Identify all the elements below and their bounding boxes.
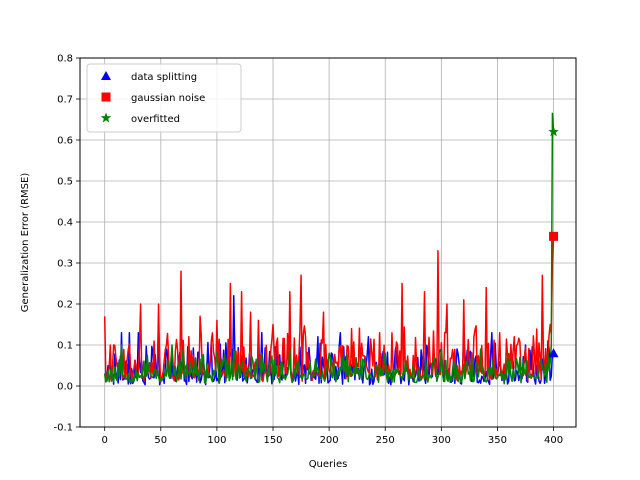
legend-entry-1: gaussian noise [131,93,205,104]
x-tick-label: 100 [207,435,226,446]
x-tick-label: 50 [154,435,167,446]
y-tick-label: 0.8 [57,54,73,65]
x-tick-label: 350 [488,435,507,446]
x-tick-label: 200 [320,435,339,446]
legend: data splitting gaussian noise overfitted [86,63,242,133]
legend-marker-2 [100,112,112,123]
legend-marker-1 [101,92,111,102]
y-tick-label: 0.0 [57,382,73,393]
series-layer [103,112,559,386]
x-tick-label: 150 [263,435,282,446]
series-line-2 [103,112,555,385]
y-tick-label: 0.1 [57,341,73,352]
series-end-marker-2 [548,126,559,137]
x-tick-label: 300 [432,435,451,446]
y-tick-label: 0.4 [57,218,73,229]
grid-lines [80,57,576,428]
y-tick-label: 0.7 [57,95,73,106]
legend-box [86,63,242,133]
y-axis-label: Generalization Error (RMSE) [20,173,31,313]
series-end-marker-1 [549,231,559,241]
series-line-1 [103,236,555,383]
series-end-marker-0 [548,348,559,358]
x-axis-label: Queries [309,459,348,470]
legend-entry-2: overfitted [131,114,180,125]
y-tick-label: 0.3 [57,259,73,270]
y-tick-label: 0.2 [57,300,73,311]
y-tick-label: 0.5 [57,177,73,188]
legend-marker-0 [101,71,111,80]
y-axis: -0.1 0.0 0.1 0.2 0.3 0.4 0.5 0.6 0.7 0.8 [53,54,80,434]
plot-frame [79,57,577,428]
x-axis: 0 50 100 150 200 250 300 350 400 [102,427,563,446]
legend-entry-0: data splitting [131,72,197,83]
x-tick-label: 0 [102,435,108,446]
x-tick-label: 400 [544,435,563,446]
x-tick-label: 250 [376,435,395,446]
y-tick-label: -0.1 [53,423,73,434]
y-tick-label: 0.6 [57,136,73,147]
